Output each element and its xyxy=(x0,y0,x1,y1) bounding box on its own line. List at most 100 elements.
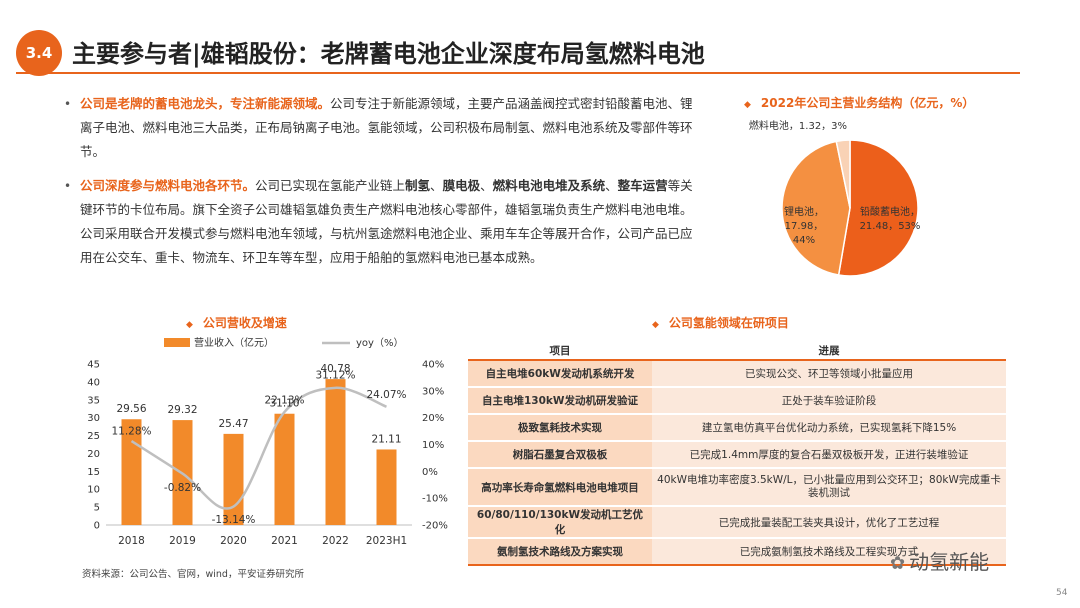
bar-value-label: 29.32 xyxy=(167,404,197,416)
table-row: 自主电堆130kW发动机研发验证 正处于装车验证阶段 xyxy=(468,387,1006,415)
bullet-2-text: 等关键环节的卡位布局。旗下全资子公司雄韬氢雄负责生产燃料电池核心零部件，雄韬氢瑞… xyxy=(80,178,693,265)
table-cell-progress: 40kW电堆功率密度3.5kW/L，已小批量应用到公交环卫；80kW完成重卡装机… xyxy=(652,468,1006,507)
x-tick-label: 2023H1 xyxy=(366,535,407,547)
pie-slice xyxy=(837,139,919,277)
revenue-chart: 营业收入（亿元） yoy（%） 0 5 10 15 20 25 30 35 40 45 -20% -10%… xyxy=(87,336,448,547)
x-tick-label: 2020 xyxy=(220,535,247,547)
bullet-2-bold: 膜电极 xyxy=(442,178,481,193)
bar-value-label: 21.11 xyxy=(371,433,401,445)
yoy-value-label: 31.12% xyxy=(315,369,355,381)
y-right-tick-label: 0% xyxy=(422,467,438,478)
revenue-bar xyxy=(223,433,244,525)
bullet-dot-icon: • xyxy=(64,97,72,111)
bullet-2-bold: 燃料电池电堆及系统 xyxy=(492,178,606,193)
table-cell-progress: 正处于装车验证阶段 xyxy=(652,387,1006,415)
wechat-icon: ✿ xyxy=(890,553,906,574)
title-divider xyxy=(16,72,1020,74)
bar-section-title: ◆ 公司营收及增速 xyxy=(186,314,287,331)
bullet-2-text: 、 xyxy=(430,178,443,193)
yoy-value-label: 22.13% xyxy=(264,394,304,406)
bar-value-label: 29.56 xyxy=(116,403,146,415)
bullet-1-text: 公司专注于新能源领域，主要产品涵盖阀控式密封铅酸蓄电池、锂离子电池、燃料电池三大… xyxy=(80,96,693,159)
pie-section-title-text: 2022年公司主营业务结构（亿元，%） xyxy=(760,96,975,110)
yoy-value-label: 24.07% xyxy=(366,389,406,401)
table-cell-progress: 已完成批量装配工装夹具设计，优化了工艺过程 xyxy=(652,506,1006,539)
y-left-tick-label: 15 xyxy=(87,467,100,478)
table-row: 60/80/110/130kW发动机工艺优化 已完成批量装配工装夹具设计，优化了… xyxy=(468,506,1006,539)
table-cell-progress: 已完成氨制氢技术路线及工程实现方式 xyxy=(652,538,1006,566)
table-header-project: 项目 xyxy=(468,341,652,361)
yoy-line xyxy=(130,386,387,510)
y-left-tick-label: 40 xyxy=(87,377,100,388)
table-cell-progress: 已实现公交、环卫等领域小批量应用 xyxy=(652,359,1006,388)
y-right-tick-label: 10% xyxy=(422,440,444,451)
bar-value-label: 25.47 xyxy=(218,418,248,430)
y-left-tick-label: 0 xyxy=(94,521,100,532)
revenue-bar xyxy=(325,379,346,525)
legend-bar-swatch xyxy=(164,338,190,347)
diamond-icon: ◆ xyxy=(744,100,751,110)
bullet-1: • 公司是老牌的蓄电池龙头，专注新能源领域。公司专注于新能源领域，主要产品涵盖阀… xyxy=(64,92,700,164)
table-cell-project: 树脂石墨复合双极板 xyxy=(468,441,652,469)
watermark-text: 动氢新能 xyxy=(909,550,990,574)
x-tick-label: 2019 xyxy=(169,535,196,547)
page-title: 主要参与者|雄韬股份：老牌蓄电池企业深度布局氢燃料电池 xyxy=(72,40,705,68)
y-right-tick-label: -20% xyxy=(422,521,448,532)
table-cell-project: 自主电堆130kW发动机研发验证 xyxy=(468,387,652,415)
bar-value-label: 31.10 xyxy=(269,398,299,410)
bar-section-title-text: 公司营收及增速 xyxy=(202,316,287,330)
table-header-row: 项目 进展 xyxy=(468,341,1006,361)
section-number-badge: 3.4 xyxy=(16,30,62,76)
y-left-tick-label: 45 xyxy=(87,360,100,371)
pie-label: 17.98， xyxy=(785,221,824,232)
table-section-title-text: 公司氢能领域在研项目 xyxy=(668,316,789,330)
table-cell-progress: 建立氢电仿真平台优化动力系统，已实现氢耗下降15% xyxy=(652,414,1006,442)
y-left-tick-label: 35 xyxy=(87,395,100,406)
bullet-2-bold: 整车运营 xyxy=(617,178,668,193)
revenue-bar xyxy=(274,413,295,525)
yoy-value-label: 11.28% xyxy=(111,426,151,438)
y-right-tick-label: -10% xyxy=(422,494,448,505)
y-right-tick-label: 40% xyxy=(422,360,444,371)
bullet-2-highlight: 公司深度参与燃料电池各环节。 xyxy=(80,178,256,193)
watermark: ✿ 动氢新能 xyxy=(890,546,989,575)
pie-label: 燃料电池，1.32，3% xyxy=(749,119,847,132)
x-tick-label: 2022 xyxy=(322,535,349,547)
pie-chart: 铅酸蓄电池， 21.48，53% 锂电池， 17.98， 44% 燃料电池，1.32，3% xyxy=(749,119,921,277)
projects-table: 项目 进展 自主电堆60kW发动机系统开发 已实现公交、环卫等领域小批量应用 自… xyxy=(468,341,1006,566)
y-left-tick-label: 5 xyxy=(94,503,100,514)
bullet-2-text: 、 xyxy=(605,178,618,193)
yoy-value-label: -13.14% xyxy=(212,514,256,526)
table-row: 极致氢耗技术实现 建立氢电仿真平台优化动力系统，已实现氢耗下降15% xyxy=(468,414,1006,442)
bullet-2-text: 、 xyxy=(480,178,493,193)
pie-label: 铅酸蓄电池， xyxy=(860,205,920,218)
table-cell-project: 高功率长寿命氢燃料电池电堆项目 xyxy=(468,468,652,507)
table-row: 氨制氢技术路线及方案实现 已完成氨制氢技术路线及工程实现方式 xyxy=(468,538,1006,566)
table-header-progress: 进展 xyxy=(652,341,1006,361)
x-tick-label: 2018 xyxy=(118,535,145,547)
revenue-bar xyxy=(376,449,397,525)
table-cell-project: 极致氢耗技术实现 xyxy=(468,414,652,442)
source-note: 资料来源：公司公告、官网，wind，平安证券研究所 xyxy=(82,569,304,580)
table-row: 自主电堆60kW发动机系统开发 已实现公交、环卫等领域小批量应用 xyxy=(468,359,1006,388)
pie-label: 锂电池， xyxy=(784,205,824,218)
bullet-2-bold: 制氢 xyxy=(405,178,431,193)
y-left-tick-label: 30 xyxy=(87,413,100,424)
bullet-1-highlight: 公司是老牌的蓄电池龙头，专注新能源领域。 xyxy=(80,96,331,111)
table-row: 高功率长寿命氢燃料电池电堆项目 40kW电堆功率密度3.5kW/L，已小批量应用… xyxy=(468,468,1006,507)
x-tick-label: 2021 xyxy=(271,535,298,547)
pie-label: 21.48，53% xyxy=(860,221,921,232)
yoy-value-label: -0.82% xyxy=(164,482,201,494)
legend-bar-label: 营业收入（亿元） xyxy=(194,336,274,349)
pie-label: 44% xyxy=(793,235,815,246)
diamond-icon: ◆ xyxy=(652,320,659,330)
y-left-tick-label: 20 xyxy=(87,449,100,460)
pie-slice xyxy=(781,140,851,276)
diamond-icon: ◆ xyxy=(186,320,193,330)
bullet-2: • 公司深度参与燃料电池各环节。公司已实现在氢能产业链上制氢、膜电极、燃料电池电… xyxy=(64,174,700,270)
table-row: 树脂石墨复合双极板 已完成1.4mm厚度的复合石墨双极板开发，正进行装堆验证 xyxy=(468,441,1006,469)
legend-line-label: yoy（%） xyxy=(356,337,403,349)
page-number: 54 xyxy=(1056,588,1068,598)
table-cell-project: 氨制氢技术路线及方案实现 xyxy=(468,538,652,566)
bullet-dot-icon: • xyxy=(64,179,72,193)
